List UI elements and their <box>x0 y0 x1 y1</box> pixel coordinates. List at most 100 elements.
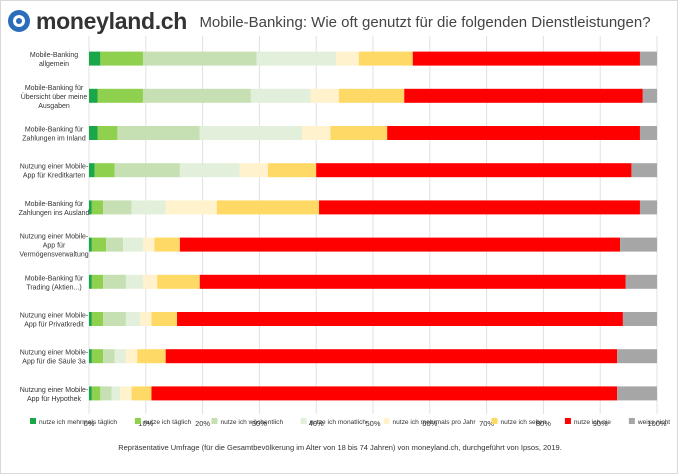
footnote: Repräsentative Umfrage (für die Gesamtbe… <box>118 443 562 452</box>
bar-segment <box>216 200 320 215</box>
category-label: Nutzung einer Mobile-App für Privatkredi… <box>20 313 89 329</box>
bar-segment <box>114 349 126 364</box>
legend-swatch <box>134 418 141 424</box>
bar-segment <box>330 126 388 140</box>
category-label: Mobile-Banking für Zahlungen ins Ausland <box>19 201 90 217</box>
bar-segment <box>103 312 126 326</box>
legend-label: nutze ich wöchentlich <box>220 419 283 426</box>
bar-segment <box>631 163 657 178</box>
bar-segment <box>142 51 257 66</box>
bar-segment <box>91 312 104 326</box>
bar-segment <box>140 312 152 326</box>
legend-swatch <box>300 418 307 424</box>
bar-segment <box>111 386 121 401</box>
bar-segment <box>91 200 104 215</box>
bar-segment <box>256 51 337 66</box>
x-tick-label: 70% <box>479 419 494 428</box>
bar-segment <box>123 237 143 252</box>
bar-segment <box>151 312 178 326</box>
bar-segment <box>179 237 621 252</box>
bar-segment <box>137 349 166 364</box>
bar-segment <box>142 88 251 103</box>
bar-segment <box>89 237 92 252</box>
bar-segment <box>125 312 141 326</box>
bar-segment <box>250 88 311 103</box>
x-tick-label: 10% <box>138 419 153 428</box>
bar-segment <box>239 163 268 178</box>
legend-swatch <box>491 418 498 424</box>
bar-segment <box>100 386 112 401</box>
bar-segment <box>338 88 405 103</box>
chart-title: Mobile-Banking: Wie oft genutzt für die … <box>199 14 651 31</box>
bar-segment <box>316 163 632 178</box>
bar-segment <box>404 88 643 103</box>
x-tick-label: 40% <box>309 419 324 428</box>
bar-segment <box>319 200 640 215</box>
bar-segment <box>199 126 302 140</box>
bar-segment <box>142 274 158 289</box>
bar-segment <box>336 51 359 66</box>
bar-segment <box>103 349 115 364</box>
bar-segment <box>151 386 618 401</box>
legend-label: nutze ich täglich <box>144 419 192 426</box>
bar-segment <box>622 312 657 326</box>
category-label: Mobile-Banking für Trading (Aktien...) <box>25 275 84 291</box>
category-label: Nutzung einer Mobile-App für die Säule 3… <box>20 350 89 366</box>
bar-segment <box>639 200 657 215</box>
bar-segment <box>89 312 92 326</box>
x-tick-label: 100% <box>647 419 667 428</box>
x-tick-label: 20% <box>195 419 210 428</box>
bar-segment <box>639 126 657 140</box>
logo: moneyland.ch <box>8 7 187 35</box>
legend-label: nutze ich nie <box>574 419 611 426</box>
bar-segment <box>617 386 657 401</box>
legend-swatch <box>30 418 36 424</box>
bar-segment <box>267 163 317 178</box>
legend-label: nutze ich mehrmals pro Jahr <box>392 419 476 426</box>
category-label: Mobile-Banking für Übersicht über meine Au… <box>21 85 88 110</box>
legend-swatch <box>383 418 390 424</box>
bar-segment <box>620 237 657 252</box>
x-tick-label: 80% <box>536 419 551 428</box>
logo-text: moneyland.ch <box>36 7 188 34</box>
bar-segment <box>125 349 138 364</box>
legend-swatch <box>564 418 571 424</box>
bar-segment <box>89 386 92 401</box>
category-label: Nutzung einer Mobile-App für Kreditkarte… <box>20 164 89 180</box>
category-label: Mobile-Banking für Zahlungen im Inland <box>22 127 86 143</box>
moneyland-logo-icon <box>8 10 30 32</box>
x-tick-label: 90% <box>593 419 608 428</box>
bar-segment <box>100 51 143 66</box>
bar-segment <box>179 163 240 178</box>
bar-segment <box>157 274 200 289</box>
bar-segment <box>97 126 118 140</box>
bar-segment <box>412 51 640 66</box>
bar-segment <box>91 386 101 401</box>
bar-segment <box>358 51 413 66</box>
bar-segment <box>177 312 623 326</box>
bar-segment <box>302 126 331 140</box>
bar-segment <box>91 274 104 289</box>
bar-segment <box>617 349 657 364</box>
category-label: Nutzung einer Mobile-App für Vermögensver… <box>19 234 89 259</box>
bar-segment <box>199 274 626 289</box>
bar-segment <box>142 237 155 252</box>
bar-segment <box>114 163 180 178</box>
x-tick-label: 50% <box>365 419 380 428</box>
bar-segment <box>89 126 98 140</box>
bar-segment <box>91 349 104 364</box>
legend-label: weiss nicht <box>637 419 670 426</box>
bar-segment <box>642 88 657 103</box>
legend-swatch <box>628 418 635 424</box>
category-label: Nutzung einer Mobile-App für Hypothek <box>20 387 89 403</box>
bar-segment <box>625 274 657 289</box>
bar-segment <box>97 88 143 103</box>
bar-segment <box>165 349 618 364</box>
x-tick-label: 0% <box>84 419 95 428</box>
legend-label: nutze ich monatlich <box>310 419 367 426</box>
x-tick-label: 30% <box>252 419 267 428</box>
bar-segment <box>89 163 95 178</box>
bar-segment <box>89 349 92 364</box>
